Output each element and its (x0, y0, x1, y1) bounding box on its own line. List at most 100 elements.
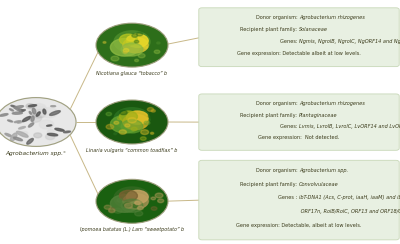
Ellipse shape (12, 112, 22, 114)
Circle shape (150, 132, 154, 134)
Circle shape (118, 117, 121, 120)
Circle shape (102, 199, 107, 202)
Circle shape (123, 37, 148, 53)
Text: Ipomoea batatas (L.) Lam “sweetpotato” b: Ipomoea batatas (L.) Lam “sweetpotato” b (80, 227, 184, 232)
Circle shape (151, 110, 155, 112)
Circle shape (154, 50, 160, 53)
Ellipse shape (31, 116, 34, 122)
Circle shape (26, 104, 34, 109)
Text: Lvmis, LvrolB, LvrolC, LvORF14 and LvORF13: Lvmis, LvrolB, LvrolC, LvORF14 and LvORF… (299, 124, 400, 129)
Text: Recipient plant family:: Recipient plant family: (240, 113, 299, 118)
Circle shape (128, 118, 136, 123)
Ellipse shape (28, 105, 36, 107)
Circle shape (123, 114, 148, 130)
Ellipse shape (0, 114, 8, 116)
Circle shape (135, 201, 140, 204)
Ellipse shape (15, 107, 21, 111)
Circle shape (114, 121, 119, 124)
Circle shape (102, 115, 108, 119)
Ellipse shape (10, 133, 17, 141)
Ellipse shape (18, 122, 22, 123)
Circle shape (96, 179, 168, 223)
Circle shape (39, 120, 54, 129)
Circle shape (141, 130, 149, 134)
Circle shape (147, 108, 154, 111)
Circle shape (123, 49, 129, 52)
Ellipse shape (13, 137, 22, 141)
Ellipse shape (29, 112, 32, 114)
Ellipse shape (43, 109, 46, 114)
Circle shape (29, 114, 42, 122)
Circle shape (110, 39, 139, 56)
Circle shape (111, 56, 119, 61)
Circle shape (96, 23, 168, 67)
Circle shape (131, 127, 137, 131)
Circle shape (41, 108, 58, 118)
FancyBboxPatch shape (199, 94, 399, 150)
Text: Recipient plant family:: Recipient plant family: (240, 27, 299, 32)
Circle shape (140, 137, 146, 140)
Circle shape (132, 34, 138, 37)
Text: Recipient plant family:: Recipient plant family: (240, 182, 299, 187)
Ellipse shape (27, 139, 33, 144)
Circle shape (96, 100, 168, 144)
Text: Donor organism:: Donor organism: (256, 15, 299, 20)
Circle shape (125, 124, 130, 127)
Ellipse shape (10, 109, 14, 111)
Text: Agrobacterium spp.: Agrobacterium spp. (299, 168, 348, 173)
Text: Donor organism:: Donor organism: (256, 168, 299, 173)
Circle shape (121, 199, 143, 212)
Circle shape (157, 42, 160, 44)
Circle shape (121, 120, 143, 133)
Circle shape (120, 193, 124, 196)
Circle shape (106, 112, 112, 116)
Circle shape (123, 51, 127, 53)
Circle shape (106, 124, 114, 129)
Ellipse shape (14, 121, 21, 122)
Circle shape (151, 207, 157, 210)
Circle shape (121, 43, 143, 56)
Circle shape (0, 98, 76, 146)
Text: Solanaceae: Solanaceae (299, 27, 328, 32)
Circle shape (114, 187, 150, 209)
Text: Agrobacterium spp.°: Agrobacterium spp.° (6, 151, 66, 156)
Circle shape (137, 206, 143, 210)
Ellipse shape (48, 133, 58, 136)
Circle shape (117, 199, 123, 202)
Ellipse shape (5, 133, 12, 137)
Circle shape (114, 31, 150, 53)
Circle shape (144, 121, 150, 125)
Circle shape (32, 109, 46, 118)
Text: Agrobacterium rhizogenes: Agrobacterium rhizogenes (299, 15, 365, 20)
Circle shape (126, 111, 148, 124)
Circle shape (127, 36, 134, 41)
Circle shape (21, 131, 28, 135)
Circle shape (114, 133, 117, 135)
Text: Plantaginaceae: Plantaginaceae (299, 113, 338, 118)
Circle shape (119, 130, 126, 134)
Circle shape (123, 203, 131, 207)
Circle shape (136, 32, 143, 36)
Circle shape (126, 190, 148, 203)
Circle shape (109, 208, 115, 212)
Circle shape (114, 31, 118, 33)
Ellipse shape (50, 111, 60, 115)
Circle shape (114, 208, 122, 213)
Text: Agrobacterium rhizogenes: Agrobacterium rhizogenes (299, 102, 365, 106)
Ellipse shape (28, 123, 34, 127)
Circle shape (133, 204, 138, 208)
Ellipse shape (20, 110, 25, 112)
Ellipse shape (55, 128, 64, 131)
Text: Nicotiana glauca “tobacco” b: Nicotiana glauca “tobacco” b (96, 71, 168, 76)
Circle shape (103, 41, 106, 43)
Ellipse shape (32, 108, 36, 114)
Circle shape (126, 34, 148, 47)
Circle shape (109, 209, 115, 213)
Circle shape (148, 114, 155, 118)
Circle shape (120, 111, 138, 122)
Circle shape (120, 110, 127, 115)
Ellipse shape (16, 131, 28, 137)
Circle shape (151, 197, 156, 200)
Circle shape (47, 130, 54, 134)
Text: Gene expression:  Not detected.: Gene expression: Not detected. (258, 135, 340, 140)
